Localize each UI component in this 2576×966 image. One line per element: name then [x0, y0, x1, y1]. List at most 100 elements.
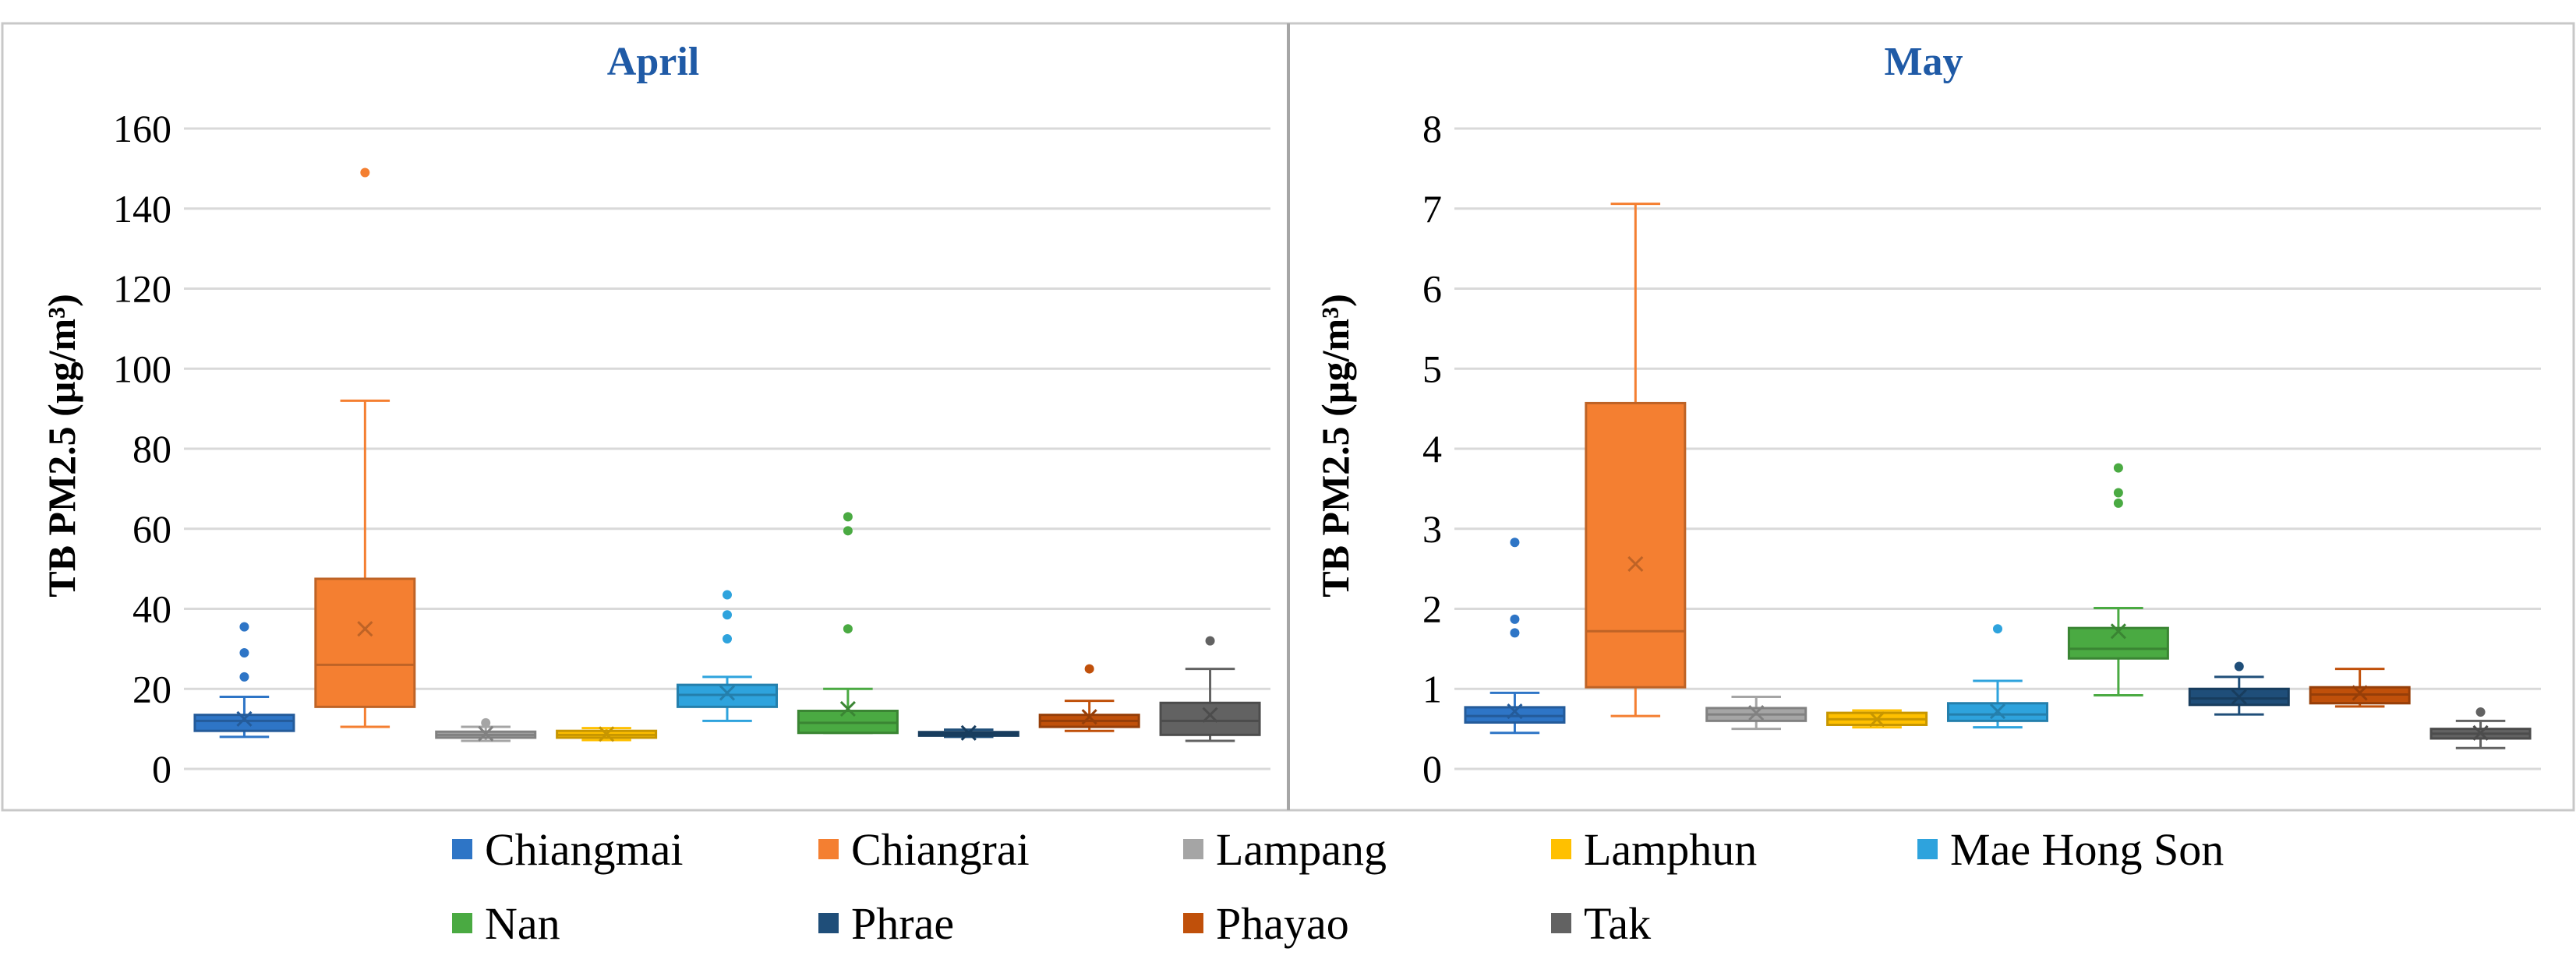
box-mean-marker: [1627, 555, 1644, 573]
box-mean-marker: [1989, 703, 2006, 720]
april-y-tick-label: 140: [113, 187, 171, 231]
box-outlier-point: [1510, 538, 1520, 548]
may-y-tick-label: 2: [1422, 587, 1442, 631]
may-boxes: [1464, 203, 2532, 749]
box-mean-marker: [2352, 685, 2368, 701]
box-mean-marker: [1748, 705, 1765, 721]
box-outlier-point: [1205, 636, 1215, 646]
may-box-phayao: [2309, 668, 2411, 708]
may-y-tick-label: 5: [1422, 347, 1442, 390]
may-box-nan: [2067, 463, 2169, 696]
april-y-tick-label: 0: [152, 747, 171, 791]
box-outlier-point: [239, 622, 249, 632]
box-outlier-point: [723, 634, 732, 644]
may-box-mae-hong-son: [1946, 624, 2049, 729]
box-outlier-point: [1084, 664, 1094, 674]
may-y-tick-label: 0: [1422, 747, 1442, 791]
box-outlier-point: [843, 624, 853, 634]
legend-swatch: [818, 839, 839, 859]
box-mean-marker: [478, 725, 494, 742]
legend-swatch: [1551, 913, 1571, 933]
april-box-chiangmai: [193, 622, 295, 739]
box-outlier-point: [723, 610, 732, 620]
box-iqr: [1464, 706, 1566, 724]
box-mean-marker: [1869, 711, 1885, 728]
box-mean-marker: [2472, 724, 2489, 741]
box-iqr: [2067, 626, 2169, 660]
may-box-lampang: [1705, 696, 1807, 731]
legend-item-mae-hong-son: Mae Hong Son: [1917, 824, 2224, 875]
box-outlier-point: [723, 590, 732, 600]
legend-label: Mae Hong Son: [1950, 824, 2224, 875]
box-mean-marker: [599, 726, 615, 742]
box-outlier-point: [239, 648, 249, 658]
april-y-tick-labels: 0 20 40 60 80 100 120 140 160: [113, 107, 171, 791]
box-outlier-point: [1993, 624, 2002, 634]
legend-label: Phrae: [851, 898, 954, 949]
box-iqr: [193, 714, 295, 732]
box-outlier-point: [1510, 614, 1520, 624]
legend-item-nan: Nan: [452, 898, 560, 949]
legend-label: Tak: [1584, 898, 1651, 949]
april-box-mae-hong-son: [676, 590, 779, 722]
april-boxes: [193, 167, 1261, 742]
april-y-tick-label: 40: [133, 587, 171, 631]
april-y-tick-label: 20: [133, 667, 171, 710]
april-y-tick-label: 60: [133, 507, 171, 551]
box-outlier-point: [2113, 463, 2123, 473]
may-y-tick-label: 1: [1422, 667, 1442, 710]
box-outlier-point: [2113, 488, 2123, 498]
box-outlier-point: [481, 717, 491, 728]
may-panel-title: May: [1884, 40, 1963, 84]
april-y-axis-title: TB PM2.5 (µg/m³): [40, 294, 83, 598]
may-box-lamphun: [1826, 709, 1928, 729]
legend-label: Phayao: [1216, 898, 1349, 949]
box-mean-marker: [236, 710, 253, 727]
april-box-chiangrai: [314, 167, 416, 728]
legend-swatch: [452, 839, 472, 859]
may-panel: May TB PM2.5 (µg/m³) 0 1 2 3 4 5 6 7 8: [1313, 40, 2541, 791]
legend-item-chiangmai: Chiangmai: [452, 824, 684, 875]
may-y-tick-label: 7: [1422, 187, 1442, 231]
box-iqr: [314, 577, 416, 708]
box-mean-marker: [719, 685, 736, 701]
legend-item-tak: Tak: [1551, 898, 1651, 949]
legend-label: Nan: [485, 898, 560, 949]
box-outlier-point: [2113, 498, 2123, 508]
legend: Chiangmai Chiangrai Lampang Lamphun Mae Hong…: [452, 824, 2224, 949]
legend-item-lamphun: Lamphun: [1551, 824, 1757, 875]
legend-item-chiangrai: Chiangrai: [818, 824, 1030, 875]
april-panel-title: April: [607, 40, 699, 84]
box-outlier-point: [843, 526, 853, 536]
april-box-phayao: [1038, 664, 1140, 732]
legend-swatch: [1183, 839, 1203, 859]
may-box-chiangmai: [1464, 538, 1566, 735]
legend-item-phrae: Phrae: [818, 898, 954, 949]
may-box-chiangrai: [1585, 203, 1687, 717]
april-box-lamphun: [556, 726, 658, 742]
box-iqr: [1585, 401, 1687, 689]
may-y-tick-label: 4: [1422, 427, 1442, 471]
legend-swatch: [1183, 913, 1203, 933]
may-y-tick-labels: 0 1 2 3 4 5 6 7 8: [1422, 107, 1442, 791]
april-y-tick-label: 80: [133, 427, 171, 471]
may-y-tick-label: 8: [1422, 107, 1442, 150]
legend-item-lampang: Lampang: [1183, 824, 1387, 875]
may-y-tick-label: 6: [1422, 267, 1442, 311]
box-mean-marker: [2231, 689, 2247, 705]
legend-item-phayao: Phayao: [1183, 898, 1349, 949]
box-mean-marker: [1202, 707, 1218, 723]
april-box-nan: [797, 512, 899, 735]
may-box-tak: [2429, 707, 2532, 749]
may-y-axis-title: TB PM2.5 (µg/m³): [1313, 294, 1357, 598]
may-box-phrae: [2188, 661, 2290, 716]
legend-label: Lampang: [1216, 824, 1387, 875]
box-outlier-point: [1510, 628, 1520, 638]
box-outlier-point: [239, 672, 249, 682]
legend-swatch: [452, 913, 472, 933]
legend-swatch: [1551, 839, 1571, 859]
may-y-tick-label: 3: [1422, 507, 1442, 551]
legend-label: Lamphun: [1584, 824, 1757, 875]
april-y-tick-label: 100: [113, 347, 171, 390]
